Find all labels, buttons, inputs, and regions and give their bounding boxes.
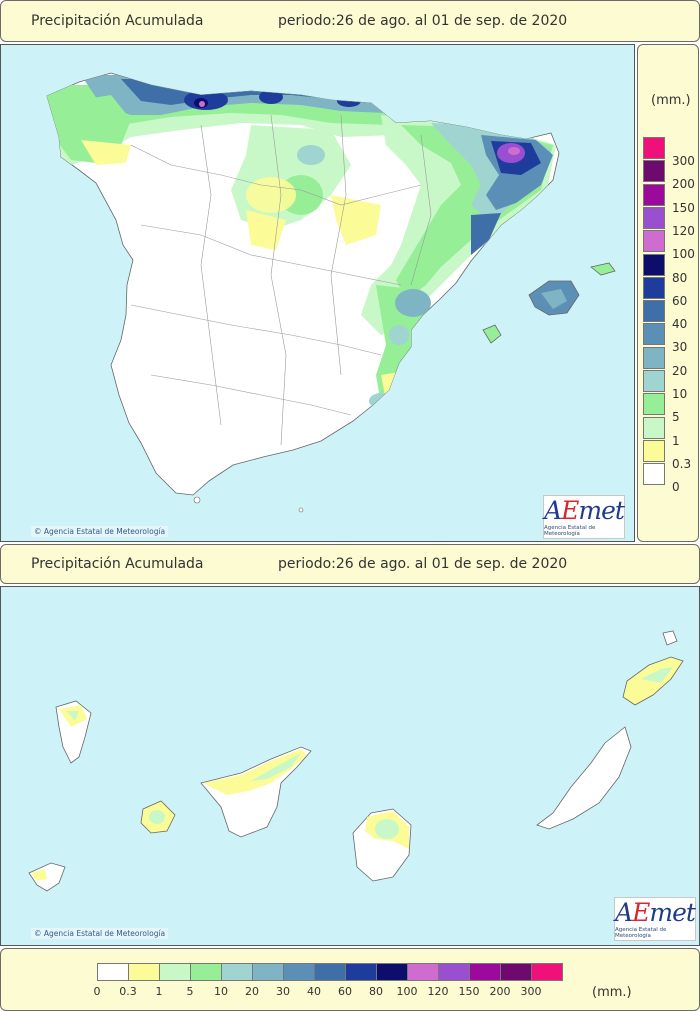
legend-swatch (643, 206, 665, 229)
legend-label: 20 (245, 985, 259, 998)
legend-label: 60 (338, 985, 352, 998)
peninsula-map: © Agencia Estatal de Meteorología AEmet … (0, 44, 635, 542)
legend-label: 300 (672, 154, 695, 168)
legend-swatch (643, 137, 665, 159)
legend-label: 40 (307, 985, 321, 998)
legend-label: 200 (672, 177, 695, 192)
aemet-logo: AEmet Agencia Estatal de Meteorología (543, 495, 625, 539)
legend-label: 80 (369, 985, 383, 998)
horizontal-legend-unit: (mm.) (592, 985, 632, 1000)
legend-swatch (283, 963, 315, 981)
legend-label: 0 (672, 480, 680, 495)
fuerteventura (536, 726, 632, 830)
legend-label: 60 (672, 293, 688, 308)
legend-swatch (314, 963, 346, 981)
legend-swatch (643, 439, 665, 462)
legend-swatch (345, 963, 377, 981)
map-period: periodo:26 de ago. al 01 de sep. de 2020 (278, 13, 568, 29)
copyright-icon: © (34, 929, 42, 938)
copyright-icon: © (34, 527, 42, 536)
legend-swatch (643, 346, 665, 369)
legend-swatch (643, 230, 665, 253)
legend-label: 200 (489, 985, 511, 998)
legend-label: 10 (214, 985, 228, 998)
legend-swatch (500, 963, 532, 981)
legend-label: 1 (155, 985, 163, 998)
canarias-map: © Agencia Estatal de Meteorología AEmet … (0, 586, 700, 946)
legend-label: 40 (672, 317, 688, 332)
legend-swatch (643, 160, 665, 183)
copyright-notice: © Agencia Estatal de Meteorología (31, 526, 169, 537)
legend-swatch (190, 963, 222, 981)
legend-swatch (643, 416, 665, 439)
legend-label: 30 (672, 340, 688, 355)
legend-swatch (643, 393, 665, 416)
legend-label: 100 (396, 985, 418, 998)
legend-swatch (376, 963, 408, 981)
menorca (590, 262, 616, 276)
legend-swatch (221, 963, 253, 981)
legend-swatch (643, 300, 665, 323)
el-hierro (28, 862, 66, 892)
legend-swatch (643, 183, 665, 206)
canarias-aemet-logo: AEmet Agencia Estatal de Meteorología (614, 897, 696, 941)
legend-label: 5 (672, 410, 680, 425)
legend-swatch (159, 963, 191, 981)
legend-swatch (643, 276, 665, 299)
canarias-title: Precipitación Acumulada (31, 556, 204, 572)
legend-label: 20 (672, 363, 688, 378)
canarias-header-bar: Precipitación Acumulada periodo:26 de ag… (0, 544, 700, 584)
legend-label: 120 (672, 223, 695, 238)
legend-swatch (252, 963, 284, 981)
legend-swatch (469, 963, 501, 981)
ibiza (482, 324, 502, 344)
canarias-copyright-notice: © Agencia Estatal de Meteorología (31, 928, 169, 939)
legend-label: 0 (93, 985, 101, 998)
legend-label: 5 (186, 985, 194, 998)
canarias-period: periodo:26 de ago. al 01 de sep. de 2020 (278, 556, 568, 572)
aemet-logo-subtitle: Agencia Estatal de Meteorología (544, 524, 596, 537)
legend-swatch (643, 463, 665, 486)
vertical-legend: (mm.) 300 200 150 120 100 80 60 40 30 20 10 5 1 0.3 0 (637, 44, 699, 542)
aemet-logo-subtitle: Agencia Estatal de Meteorología (615, 926, 667, 939)
legend-label: 300 (520, 985, 542, 998)
legend-swatch (97, 963, 129, 981)
legend-label: 150 (458, 985, 480, 998)
aemet-logo-word: AEmet (544, 495, 625, 525)
legend-label: 0.3 (672, 456, 692, 471)
legend-swatch (643, 370, 665, 392)
legend-unit: (mm.) (651, 93, 691, 108)
canarias-map-svg (28, 630, 684, 892)
legend-label: 0.3 (119, 985, 137, 998)
legend-label: 10 (672, 387, 688, 401)
peninsula-map-svg (46, 45, 634, 513)
legend-swatch (643, 323, 665, 346)
legend-swatch (128, 963, 160, 981)
legend-label: 30 (276, 985, 290, 998)
map-title: Precipitación Acumulada (31, 13, 204, 29)
legend-swatch (407, 963, 439, 981)
legend-label: 80 (672, 270, 688, 285)
legend-label: 120 (427, 985, 449, 998)
header-bar: Precipitación Acumulada periodo:26 de ag… (0, 0, 700, 42)
legend-label: 150 (672, 200, 695, 215)
legend-swatch (531, 963, 563, 981)
aemet-logo-word: AEmet (615, 897, 696, 927)
legend-label: 100 (672, 247, 695, 262)
legend-swatch (438, 963, 470, 981)
legend-label: 1 (672, 433, 680, 448)
legend-swatch (643, 253, 665, 276)
